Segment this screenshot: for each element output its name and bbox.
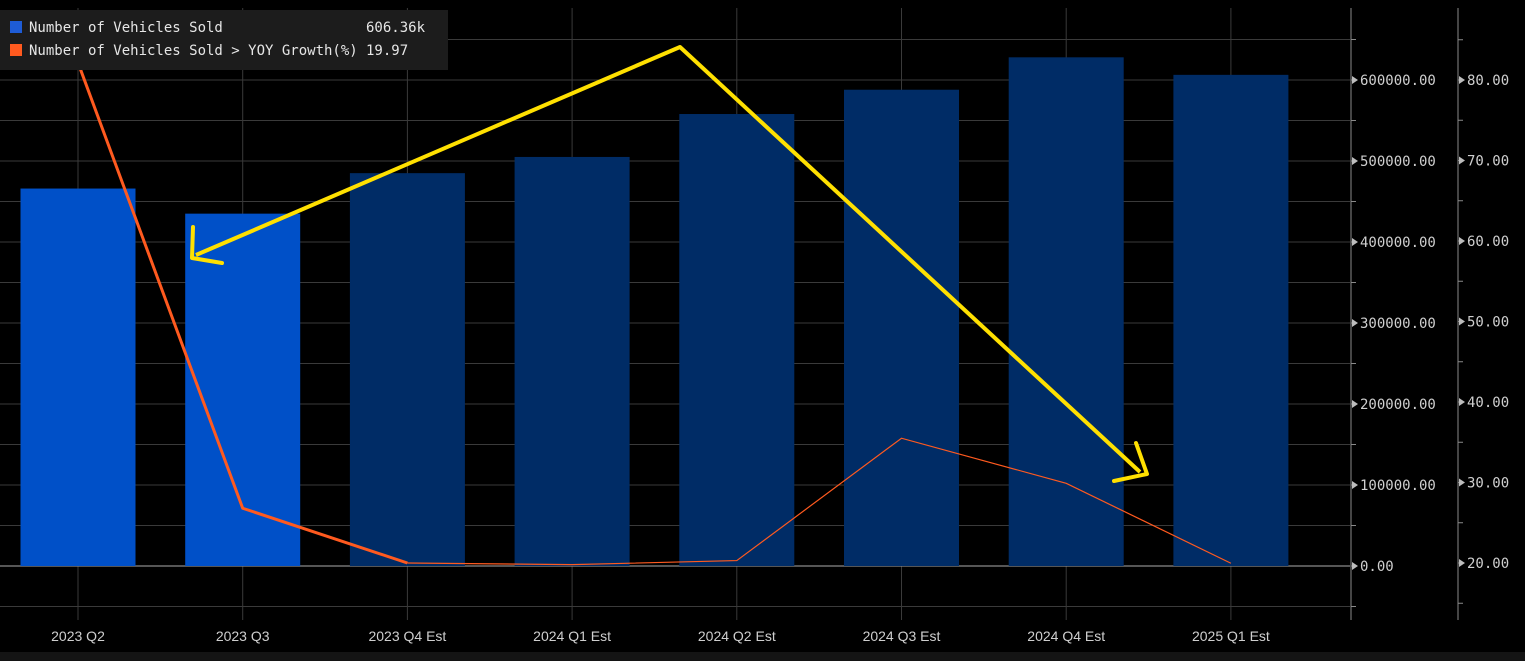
y-tick-label-right: 70.00 xyxy=(1467,154,1509,170)
y-tick-label-right: 60.00 xyxy=(1467,234,1509,250)
growth-line-estimate[interactable] xyxy=(407,437,1232,566)
growth-line-actual[interactable] xyxy=(72,51,408,565)
annotation-arrowhead-left xyxy=(190,225,224,265)
annotation-arrowhead-right xyxy=(1112,441,1149,483)
bars xyxy=(20,57,1289,567)
y-tick-label-left: 500000.00 xyxy=(1360,154,1436,170)
legend-value: 606.36k xyxy=(366,20,426,36)
axis-marker xyxy=(1459,156,1465,165)
y-tick-label-right: 30.00 xyxy=(1467,476,1509,492)
y-tick-label-right: 80.00 xyxy=(1467,73,1509,89)
y-tick-label-left: 0.00 xyxy=(1360,559,1394,575)
annotation-arrow-path xyxy=(195,45,1142,474)
legend-swatch-orange xyxy=(10,44,22,56)
y-tick-label-right: 20.00 xyxy=(1467,556,1509,572)
axis-marker xyxy=(1352,319,1358,327)
legend: Number of Vehicles Sold 606.36k Number o… xyxy=(0,10,448,70)
y-tick-label-left: 600000.00 xyxy=(1360,73,1436,89)
axis-marker xyxy=(1459,317,1465,326)
y-tick-label-left: 200000.00 xyxy=(1360,397,1436,413)
bar[interactable] xyxy=(514,156,630,566)
growth-line-layer xyxy=(72,51,1232,566)
x-tick-label: 2023 Q4 Est xyxy=(368,628,446,644)
axis-marker xyxy=(1352,76,1358,84)
bar[interactable] xyxy=(20,188,136,567)
axis-marker xyxy=(1459,559,1465,567)
legend-item-vehicles-sold[interactable]: Number of Vehicles Sold 606.36k xyxy=(10,18,425,38)
y-tick-label-left: 400000.00 xyxy=(1360,235,1436,251)
axis-marker xyxy=(1459,398,1465,406)
y-tick-label-left: 100000.00 xyxy=(1360,478,1436,494)
x-tick-label: 2024 Q3 Est xyxy=(863,628,941,644)
bar[interactable] xyxy=(349,173,465,566)
y-tick-label-right: 50.00 xyxy=(1467,315,1509,331)
x-tick-label: 2024 Q4 Est xyxy=(1027,628,1105,644)
axis-marker xyxy=(1352,238,1358,246)
bar[interactable] xyxy=(1173,74,1289,567)
x-tick-label: 2023 Q3 xyxy=(216,628,270,644)
legend-swatch-blue xyxy=(10,21,22,33)
x-tick-label: 2024 Q1 Est xyxy=(533,628,611,644)
legend-label: Number of Vehicles Sold > YOY Growth(%) xyxy=(29,43,358,59)
legend-label: Number of Vehicles Sold xyxy=(29,20,223,36)
axes: 600000.00 500000.00 400000.00 300000.00 2000… xyxy=(51,8,1509,644)
axis-marker xyxy=(1352,157,1358,165)
bottom-strip xyxy=(0,652,1525,661)
axis-marker xyxy=(1459,76,1465,84)
y-tick-label-right: 40.00 xyxy=(1467,395,1509,411)
bar[interactable] xyxy=(844,89,959,566)
x-tick-label: 2025 Q1 Est xyxy=(1192,628,1270,644)
axis-marker xyxy=(1352,562,1358,570)
y-tick-label-left: 300000.00 xyxy=(1360,316,1436,332)
legend-value: 19.97 xyxy=(366,43,409,59)
axis-marker xyxy=(1352,400,1358,408)
bar[interactable] xyxy=(185,213,301,566)
legend-item-yoy-growth[interactable]: Number of Vehicles Sold > YOY Growth(%) … xyxy=(10,41,408,61)
axis-marker xyxy=(1459,237,1465,245)
bar[interactable] xyxy=(1008,57,1124,566)
bar[interactable] xyxy=(679,114,795,567)
axis-marker xyxy=(1459,478,1465,487)
x-tick-label: 2024 Q2 Est xyxy=(698,628,776,644)
axis-marker xyxy=(1352,481,1358,489)
x-tick-label: 2023 Q2 xyxy=(51,628,105,644)
annotation-arrows xyxy=(190,45,1149,483)
